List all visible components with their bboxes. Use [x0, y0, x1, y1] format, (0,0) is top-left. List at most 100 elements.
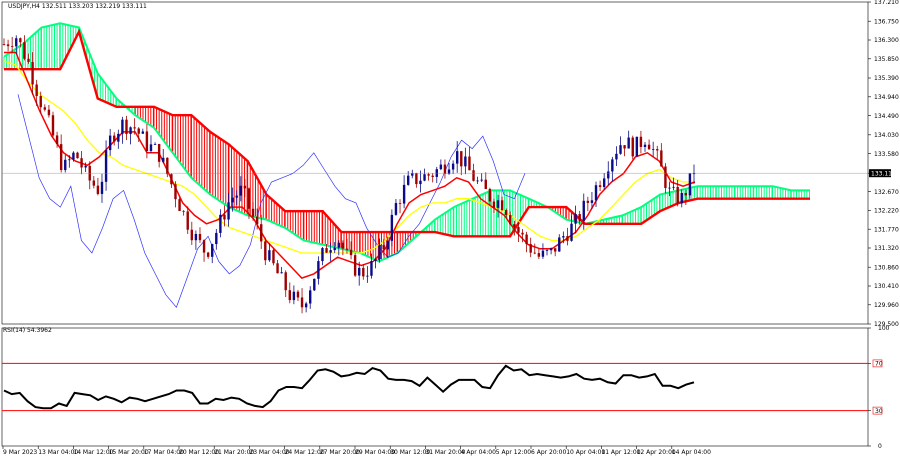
- candle-body: [329, 250, 332, 253]
- candle-body: [333, 247, 336, 251]
- chikou-span: [17, 94, 526, 308]
- candle-body: [545, 250, 549, 251]
- candle-body: [284, 272, 287, 291]
- candle-body: [631, 137, 634, 157]
- candle-body: [149, 144, 153, 152]
- candle-body: [243, 185, 247, 189]
- rsi-level-tag: [872, 359, 883, 368]
- time-tick-label: 10 Apr 04:00: [566, 449, 605, 456]
- candle-body: [96, 185, 100, 194]
- price-tick-label: 134.030: [874, 132, 899, 139]
- candle-body: [39, 96, 42, 108]
- candle-body: [23, 42, 26, 59]
- candle-body: [578, 214, 581, 221]
- price-tick-label: 132.220: [874, 208, 899, 215]
- candle-body: [500, 200, 504, 211]
- candle-body: [460, 151, 463, 167]
- candle-body: [292, 291, 296, 301]
- candle-body: [174, 184, 177, 200]
- candle-body: [549, 248, 553, 251]
- candle-body: [419, 180, 422, 185]
- candle-body: [660, 150, 663, 167]
- candle-body: [223, 214, 226, 220]
- candle-body: [108, 135, 112, 151]
- candle-body: [517, 227, 520, 233]
- time-tick-label: 20 Mar 12:00: [179, 449, 219, 456]
- candle-body: [623, 145, 626, 149]
- candle-body: [92, 180, 96, 186]
- candle-body: [170, 174, 173, 185]
- candle-body: [574, 214, 577, 224]
- candle-body: [509, 214, 512, 225]
- candle-body: [272, 250, 275, 264]
- candle-body: [602, 178, 606, 188]
- candle-body: [186, 211, 189, 230]
- candle-body: [182, 210, 185, 212]
- candle-body: [386, 240, 389, 250]
- candle-body: [521, 232, 524, 235]
- candle-body: [55, 135, 59, 145]
- candle-body: [10, 46, 14, 47]
- candle-body: [676, 186, 679, 204]
- candle-body: [47, 109, 51, 116]
- candle-body: [349, 249, 353, 256]
- price-tick-label: 136.750: [874, 18, 899, 25]
- candle-body: [129, 127, 132, 135]
- time-tick-label: 13 Mar 04:00: [38, 449, 78, 456]
- candle-body: [688, 173, 692, 196]
- candle-body: [227, 202, 230, 220]
- candle-body: [153, 144, 157, 145]
- candle-body: [692, 173, 696, 174]
- candle-body: [264, 241, 267, 261]
- candle-body: [447, 169, 451, 174]
- time-tick-label: 14 Mar 12:00: [73, 449, 113, 456]
- candle-body: [353, 255, 357, 276]
- candle-body: [296, 291, 300, 298]
- candle-body: [382, 244, 385, 250]
- candle-body: [651, 149, 655, 150]
- time-tick-label: 9 Mar 2023: [3, 449, 37, 456]
- candle-body: [268, 250, 271, 261]
- candle-body: [643, 144, 647, 147]
- candle-body: [488, 188, 492, 202]
- price-tick-label: 130.410: [874, 283, 899, 290]
- candle-body: [607, 171, 610, 179]
- candle-body: [590, 200, 594, 203]
- price-tick-label: 136.300: [874, 37, 899, 44]
- candle-body: [443, 164, 447, 174]
- candle-body: [190, 229, 194, 241]
- time-tick-label: 12 Apr 20:00: [637, 449, 676, 456]
- candle-body: [300, 297, 304, 308]
- candle-body: [341, 242, 345, 249]
- candle-body: [215, 232, 218, 245]
- candle-body: [59, 144, 63, 171]
- candle-body: [117, 133, 120, 142]
- candle-body: [325, 248, 328, 253]
- candle-body: [496, 200, 500, 208]
- price-tick-label: 137.210: [874, 0, 899, 6]
- candle-body: [398, 203, 402, 204]
- candle-body: [598, 185, 602, 188]
- candle-body: [541, 250, 545, 257]
- time-tick-label: 21 Mar 20:00: [214, 449, 254, 456]
- candle-body: [276, 263, 279, 274]
- candle-body: [566, 236, 569, 241]
- candle-body: [202, 240, 206, 253]
- candle-body: [133, 127, 136, 129]
- candle-body: [468, 156, 471, 171]
- candle-body: [374, 259, 377, 262]
- candle-body: [198, 233, 202, 241]
- symbol-header: USDJPY,H4 132.511 133.203 132.219 133.11…: [8, 3, 147, 10]
- time-tick-label: 17 Mar 04:00: [144, 449, 184, 456]
- candle-body: [455, 151, 459, 164]
- rsi-level-tag: [872, 406, 883, 415]
- price-tick-label: 129.500: [874, 321, 899, 328]
- candle-body: [125, 119, 128, 135]
- candle-body: [313, 278, 316, 291]
- price-tick-label: 133.580: [874, 151, 899, 158]
- candle-body: [411, 173, 414, 176]
- candle-body: [378, 244, 381, 260]
- price-tick-label: 132.670: [874, 189, 899, 196]
- candle-body: [137, 128, 140, 134]
